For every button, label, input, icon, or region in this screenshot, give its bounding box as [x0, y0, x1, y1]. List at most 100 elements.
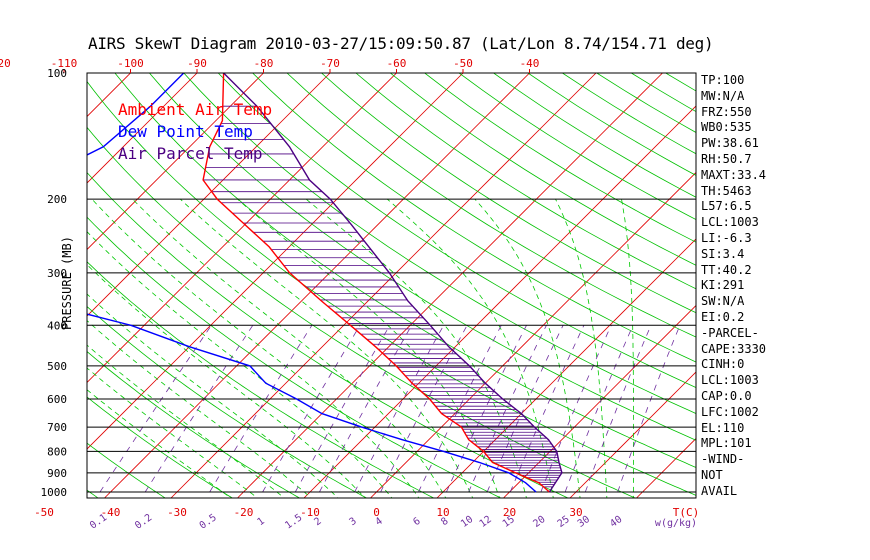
- dry-adiabat-line: [668, 54, 870, 501]
- mixing-ratio-axis-label: w(g/kg): [655, 518, 697, 529]
- mixing-ratio-tick-label: 20: [531, 514, 547, 530]
- stability-index-item: CAP:0.0: [701, 388, 752, 403]
- isotherm-line: [87, 73, 265, 251]
- dew-point-temp-line: [87, 73, 537, 493]
- stability-index-item: KI:291: [701, 278, 745, 293]
- stability-index-item: TP:100: [701, 73, 745, 87]
- stability-index-item: -WIND-: [701, 452, 745, 467]
- mixing-ratio-line: [509, 325, 585, 493]
- mixing-ratio-tick-label: 2: [312, 516, 323, 528]
- moist-adiabat-line: [87, 293, 339, 498]
- mixing-ratio-tick-label: 4: [374, 516, 385, 528]
- isotherm-line: [0, 54, 17, 501]
- mixing-ratio-tick-label: 0.2: [133, 512, 154, 531]
- dry-adiabat-line: [87, 126, 637, 498]
- top-temp-tick-label: -110: [51, 57, 78, 70]
- pressure-tick-label: 500: [47, 360, 67, 373]
- pressure-tick-label: 400: [47, 319, 67, 332]
- dry-adiabat-line: [320, 73, 696, 314]
- pressure-ticks: 100 200 300 400 500 600 700 800 900 1000: [41, 67, 68, 499]
- moist-adiabat-line: [474, 198, 581, 498]
- mixing-ratio-tick-label: 1: [256, 516, 267, 528]
- mixing-ratio-line: [99, 325, 212, 493]
- stability-index-item: PW:38.61: [701, 136, 759, 151]
- stability-indices-panel: TP:100 MW:N/A FRZ:550 WB0:535 PW:38.61 RH:50.…: [701, 73, 766, 500]
- bottom-temp-tick-label: -20: [234, 506, 254, 519]
- isotherm-line: [369, 171, 696, 498]
- moist-adiabat-line: [180, 198, 474, 498]
- top-temp-tick-label: -50: [453, 57, 473, 70]
- chart-title: AIRS SkewT Diagram 2010-03-27/15:09:50.8…: [88, 34, 714, 53]
- dry-adiabat-line: [424, 73, 696, 243]
- stability-index-item: MW:N/A: [701, 88, 745, 103]
- isotherm-line: [502, 304, 696, 498]
- isotherm-line: [303, 105, 696, 498]
- stability-index-item: EI:0.2: [701, 309, 745, 324]
- top-temp-tick-label: -90: [187, 57, 207, 70]
- top-temp-tick-label: -100: [117, 57, 144, 70]
- dry-adiabat-line: [114, 73, 696, 468]
- isotherm-line: [569, 371, 696, 498]
- moist-adiabat-line: [87, 344, 285, 498]
- isotherm-line: [767, 54, 870, 501]
- dry-adiabat-line: [87, 306, 368, 498]
- dry-adiabat-line: [183, 73, 696, 414]
- stability-index-item: FRZ:550: [701, 104, 752, 119]
- bottom-temp-tick-label: 20: [503, 506, 516, 519]
- top-temperature-ticks: -120 -110 -100 -90 -80 -70 -60 -50 -40: [0, 57, 539, 73]
- mixing-ratio-line: [319, 325, 413, 493]
- temperature-axis-label: T(C): [673, 506, 700, 519]
- dry-adiabat-line: [87, 171, 569, 498]
- isobar-lines: [87, 72, 696, 493]
- isotherm-line: [87, 73, 132, 118]
- dry-adiabat-line: [492, 73, 696, 198]
- moist-adiabat-line: [386, 198, 554, 498]
- bottom-temp-tick-label: 0: [373, 506, 380, 519]
- stability-index-item: LFC:1002: [701, 404, 759, 419]
- stability-index-item: L57:6.5: [701, 199, 752, 214]
- air-parcel-temp-line: [223, 73, 563, 493]
- legend-air-parcel-temp: Air Parcel Temp: [118, 144, 263, 163]
- moist-adiabat-line: [132, 198, 447, 498]
- moist-adiabat-lines: [87, 198, 634, 498]
- bottom-temp-tick-label: -50: [34, 506, 54, 519]
- moist-adiabat-line: [87, 367, 259, 498]
- isotherm-line: [87, 73, 398, 384]
- cape-hatching: [203, 105, 562, 488]
- dry-adiabat-line: [389, 73, 696, 266]
- mixing-ratio-tick-label: 10: [459, 514, 475, 530]
- isotherm-line: [103, 73, 531, 498]
- bottom-temp-tick-label: 30: [569, 506, 582, 519]
- moist-adiabat-line: [87, 231, 393, 498]
- bottom-temperature-ticks: -50 -40 -30 -20 -10 0 10 20 30 T(C): [34, 506, 699, 519]
- stability-index-item: SW:N/A: [701, 294, 745, 309]
- bottom-temp-tick-label: -40: [101, 506, 121, 519]
- moist-adiabat-line: [87, 320, 312, 498]
- dry-adiabat-line: [527, 73, 696, 176]
- pressure-tick-label: 1000: [41, 486, 68, 499]
- top-temp-tick-label: -40: [520, 57, 540, 70]
- dry-adiabat-line: [87, 442, 166, 498]
- dry-adiabat-line: [87, 261, 435, 498]
- mixing-ratio-tick-label: 8: [439, 516, 450, 528]
- sounding-profiles: [87, 73, 563, 493]
- stability-index-item: TH:5463: [701, 183, 752, 198]
- stability-index-item: TT:40.2: [701, 262, 752, 277]
- moist-adiabat-line: [555, 198, 608, 498]
- stability-index-item: RH:50.7: [701, 151, 752, 166]
- mixing-ratio-line: [486, 325, 564, 493]
- stability-index-item: CINH:0: [701, 357, 745, 372]
- bottom-temp-tick-label: 10: [436, 506, 449, 519]
- bottom-temp-tick-label: -10: [300, 506, 320, 519]
- mixing-ratio-tick-label: 12: [478, 514, 494, 530]
- dry-adiabat-line: [286, 73, 696, 338]
- ambient-air-temp-line: [202, 73, 550, 493]
- dry-adiabat-line: [355, 73, 696, 290]
- stability-index-item: LI:-6.3: [701, 230, 752, 245]
- dry-adiabat-line: [148, 73, 696, 441]
- stability-index-item: CAPE:3330: [701, 341, 767, 356]
- isotherm-line: [87, 73, 464, 450]
- pressure-tick-label: 600: [47, 393, 67, 406]
- mixing-ratio-line: [564, 325, 634, 493]
